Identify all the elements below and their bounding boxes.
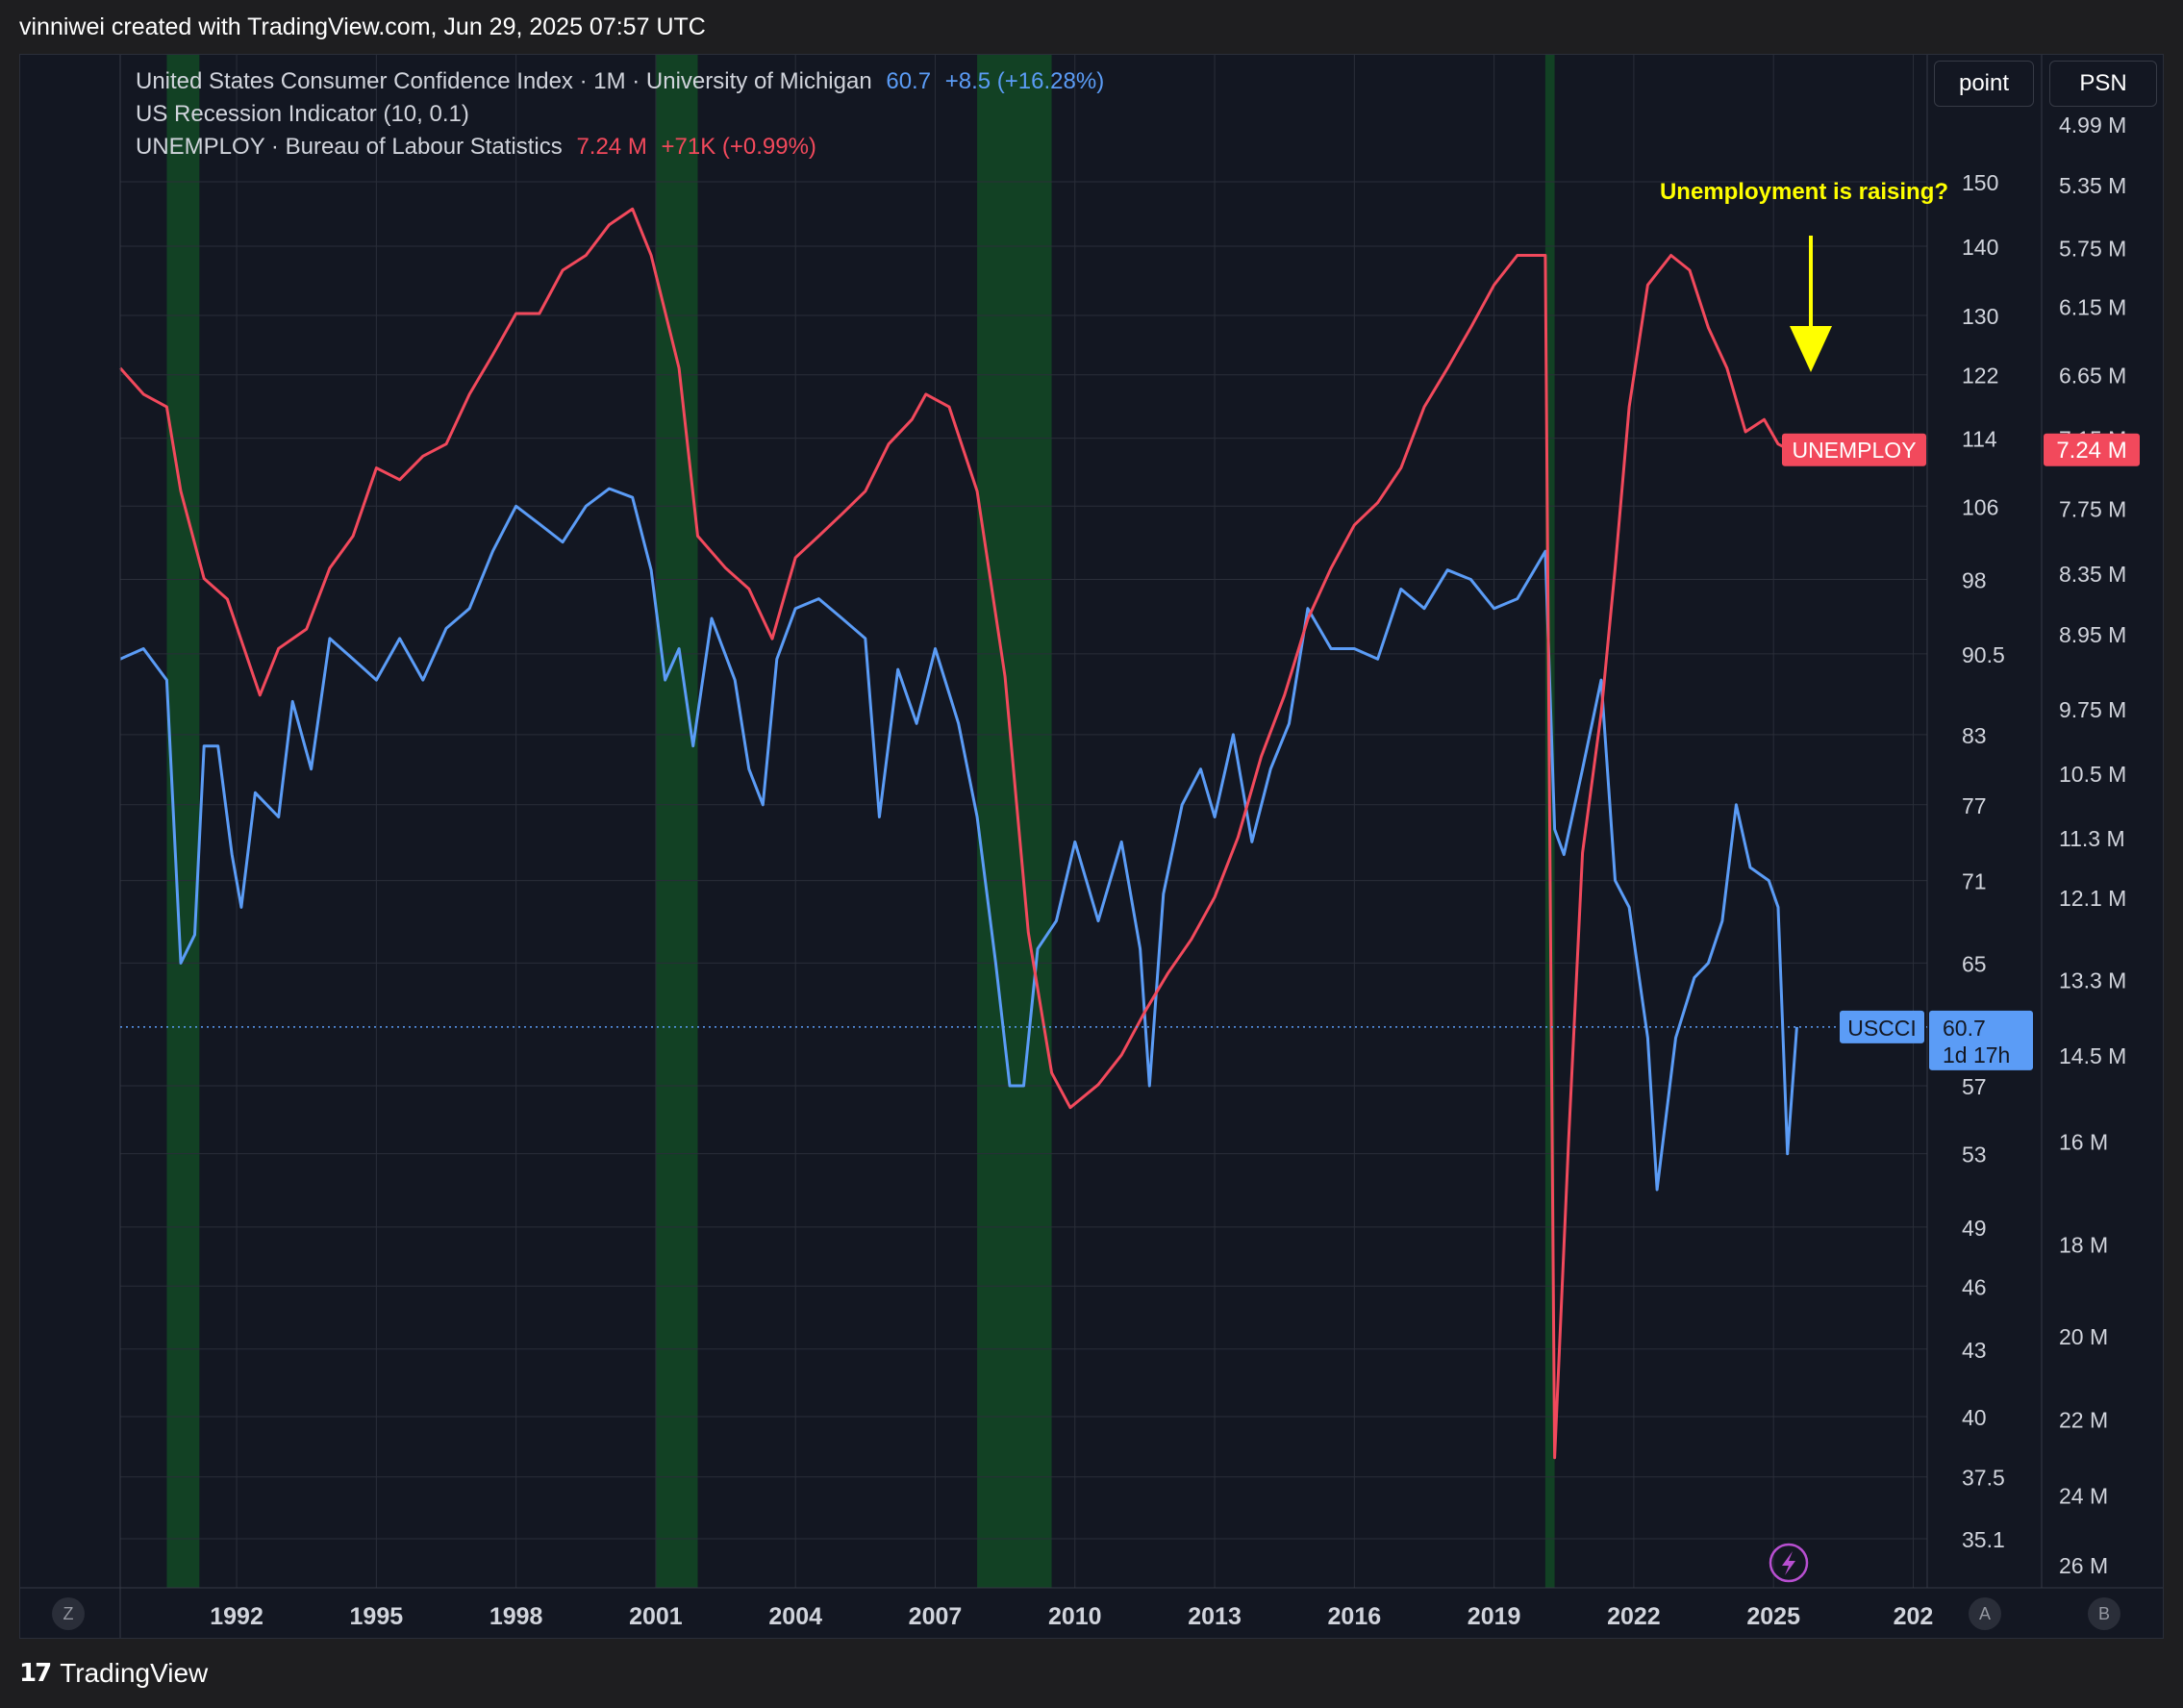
time-axis-tick-11: 2025 [1746,1603,1800,1630]
series-line-uscci [119,487,1798,1192]
time-axis-tick-7: 2013 [1188,1603,1242,1630]
left-axis-tick-4: 114 [1962,427,1997,452]
unemploy-series-tag-bg [1782,433,1926,466]
recession-band-2 [977,55,1052,1588]
annotation-arrow-head [1790,326,1832,372]
left-axis-tick-10: 71 [1962,869,1987,894]
left-axis-tick-16: 43 [1962,1338,1987,1363]
time-axis-tick-6: 2010 [1048,1603,1102,1630]
series-line-unemploy [118,207,1789,1460]
left-axis-tick-9: 77 [1962,793,1987,818]
series-lines [118,207,1798,1460]
annotation-text: Unemployment is raising? [1660,179,1948,205]
legend-uscci-change: +8.5 (+16.28%) [944,68,1105,94]
time-axis-letter[interactable]: Z [52,1597,85,1630]
tradingview-logo: 17 [19,1659,52,1688]
right-axis-tick-3: 6.15 M [2059,295,2126,320]
left-axis-tick-2: 130 [1962,304,1998,329]
left-axis-tick-8: 83 [1962,723,1987,748]
legend-unemploy-value: 7.24 M [576,134,647,160]
right-scale-button[interactable]: PSN [2049,61,2157,107]
legend-uscci-value: 60.7 [886,68,932,94]
right-axis-tick-12: 12.1 M [2059,886,2126,911]
legend-recession-label: US Recession Indicator (10, 0.1) [136,101,469,127]
left-axis-tick-3: 122 [1962,364,1998,389]
time-axis-tick-9: 2019 [1468,1603,1521,1630]
unemploy-series-tag-label: UNEMPLOY [1792,438,1916,463]
right-axis-tick-8: 8.95 M [2059,622,2126,647]
right-axis-tick-1: 5.35 M [2059,173,2126,198]
right-axis-tick-10: 10.5 M [2059,762,2126,787]
right-axis-tick-14: 14.5 M [2059,1043,2126,1068]
uscci-axis-tag-countdown: 1d 17h [1943,1042,2010,1068]
uscci-axis-tag-bg [1929,1010,2033,1070]
left-axis-tick-13: 53 [1962,1143,1987,1168]
right-axis-tick-13: 13.3 M [2059,968,2126,993]
left-price-axis-bg [1927,55,2042,1588]
left-axis-tick-6: 98 [1962,568,1987,593]
left-axis-tick-1: 140 [1962,235,1998,260]
legend-uscci[interactable]: United States Consumer Confidence Index … [136,68,1104,95]
tradingview-brand[interactable]: 17 TradingView [19,1658,208,1689]
left-axis-tick-0: 150 [1962,170,1998,195]
right-axis-tick-6: 7.75 M [2059,497,2126,522]
time-axis-tick-1: 1995 [350,1603,404,1630]
time-axis-tick-3: 2001 [629,1603,683,1630]
time-axis-tick-0: 1992 [210,1603,263,1630]
time-axis-tick-8: 2016 [1328,1603,1382,1630]
unemploy-axis-tag-bg [2044,433,2140,466]
unemploy-axis-tag-value: 7.24 M [2056,438,2126,464]
axes: 150 140 130 122 114 106 98 90.5 83 77 71 65 57 53 49 46… [20,55,2163,1638]
right-axis-letter[interactable]: B [2088,1597,2120,1630]
recession-bands [166,55,1555,1588]
right-axis-tick-2: 5.75 M [2059,237,2126,262]
left-axis-tick-5: 106 [1962,494,1998,519]
right-axis-tick-15: 16 M [2059,1129,2108,1154]
bottom-bar: 17 TradingView [0,1639,2183,1708]
time-axis-tick-10: 2022 [1607,1603,1661,1630]
legend-unemploy[interactable]: UNEMPLOY · Bureau of Labour Statistics 7… [136,134,816,161]
uscci-axis-tag-value: 60.7 [1943,1016,1986,1041]
chart-caption: vinniwei created with TradingView.com, J… [19,13,706,40]
tradingview-brand-name: TradingView [60,1658,209,1688]
lightning-icon-ring [1769,1543,1809,1583]
overlays: UNEMPLOY 7.24 M USCCI 60.71d 17h Unemploymen… [120,179,2140,1583]
right-axis-tick-17: 20 M [2059,1324,2108,1349]
uscci-series-tag-bg [1840,1010,1924,1043]
right-axis-tick-18: 22 M [2059,1407,2108,1432]
recession-band-0 [166,55,200,1588]
top-bar: vinniwei created with TradingView.com, J… [0,0,2183,54]
right-axis-tick-11: 11.3 M [2059,826,2125,851]
right-axis-tick-4: 6.65 M [2059,364,2126,389]
left-axis-tick-15: 46 [1962,1274,1987,1299]
right-axis-tick-9: 9.75 M [2059,697,2126,722]
right-axis-tick-16: 18 M [2059,1232,2108,1257]
right-axis-tick-0: 4.99 M [2059,113,2126,138]
legend-uscci-label: United States Consumer Confidence Index … [136,68,872,94]
left-axis-tick-17: 40 [1962,1405,1987,1430]
left-axis-tick-14: 49 [1962,1216,1987,1241]
left-axis-letter[interactable]: A [1969,1597,2001,1630]
right-axis-tick-7: 8.35 M [2059,562,2126,587]
legend-recession[interactable]: US Recession Indicator (10, 0.1) [136,101,469,128]
chart-area[interactable]: 150 140 130 122 114 106 98 90.5 83 77 71 65 57 53 49 46… [19,54,2164,1639]
left-axis-tick-18: 37.5 [1962,1466,2005,1491]
left-axis-tick-12: 57 [1962,1074,1987,1099]
left-axis-tick-7: 90.5 [1962,642,2005,667]
lightning-icon [1782,1551,1795,1575]
time-axis-tick-2: 1998 [489,1603,543,1630]
left-axis-tick-11: 65 [1962,951,1987,976]
legend-unemploy-change: +71K (+0.99%) [661,134,816,160]
chart-svg[interactable]: 150 140 130 122 114 106 98 90.5 83 77 71 65 57 53 49 46… [20,55,2163,1638]
right-axis-tick-20: 26 M [2059,1553,2108,1578]
right-axis-tick-19: 24 M [2059,1483,2108,1508]
time-axis-tick-12: 202 [1894,1603,1934,1630]
time-axis-tick-5: 2007 [909,1603,963,1630]
legend-unemploy-label: UNEMPLOY · Bureau of Labour Statistics [136,134,563,160]
left-axis-tick-19: 35.1 [1962,1527,2005,1552]
uscci-series-tag-label: USCCI [1847,1016,1917,1041]
recession-band-1 [655,55,698,1588]
left-scale-button[interactable]: point [1934,61,2034,107]
time-axis-tick-4: 2004 [768,1603,822,1630]
